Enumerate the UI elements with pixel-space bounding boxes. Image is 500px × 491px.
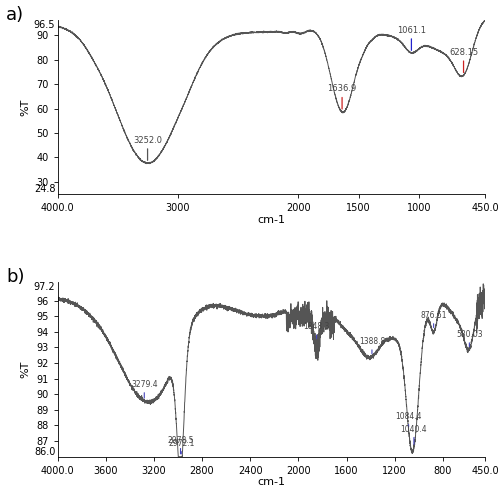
Text: 2972.1: 2972.1 [168, 439, 194, 448]
Text: 1040.4: 1040.4 [400, 425, 427, 434]
Text: 97.2: 97.2 [34, 282, 56, 292]
X-axis label: cm-1: cm-1 [257, 215, 285, 225]
Y-axis label: %T: %T [20, 98, 30, 116]
Text: 24.8: 24.8 [34, 185, 56, 194]
Text: 1388.8: 1388.8 [359, 337, 385, 346]
Text: 1061.1: 1061.1 [397, 26, 426, 35]
Text: a): a) [6, 6, 25, 24]
Text: 1636.9: 1636.9 [328, 84, 356, 93]
X-axis label: cm-1: cm-1 [257, 477, 285, 487]
Text: 876.51: 876.51 [420, 311, 447, 320]
Text: 86.0: 86.0 [34, 447, 56, 457]
Text: 2978.5: 2978.5 [168, 436, 194, 445]
Text: 580.03: 580.03 [456, 330, 482, 339]
Text: b): b) [6, 268, 25, 286]
Text: 1084.4: 1084.4 [396, 412, 422, 421]
Text: 628.15: 628.15 [449, 48, 478, 57]
Text: 96.5: 96.5 [34, 20, 56, 29]
Text: 1848.3: 1848.3 [304, 323, 330, 331]
Y-axis label: %T: %T [20, 360, 30, 378]
Text: 3279.4: 3279.4 [131, 380, 158, 389]
Text: 3252.0: 3252.0 [133, 136, 162, 145]
